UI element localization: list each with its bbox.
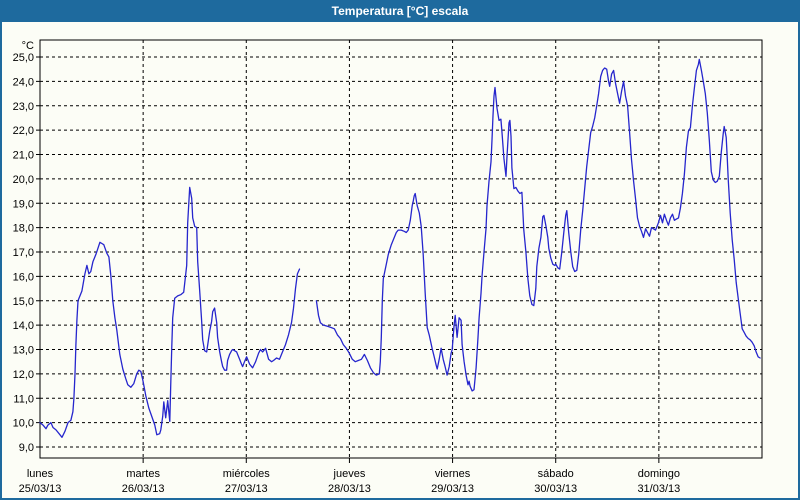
y-tick-label: 12,0	[13, 369, 34, 381]
y-tick-label: 18,0	[13, 223, 34, 235]
y-tick-label: 9,0	[19, 442, 34, 454]
y-tick-label: 21,0	[13, 150, 34, 162]
y-tick-label: 19,0	[13, 198, 34, 210]
x-day-name-label: miércoles	[223, 468, 271, 480]
x-day-date-label: 31/03/13	[637, 483, 680, 495]
y-tick-label: 11,0	[13, 393, 34, 405]
x-day-name-label: viernes	[435, 468, 471, 480]
x-day-name-label: domingo	[638, 468, 680, 480]
x-day-date-label: 27/03/13	[225, 483, 268, 495]
temperature-line	[39, 186, 301, 438]
y-tick-label: 16,0	[13, 271, 34, 283]
x-day-date-label: 30/03/13	[534, 483, 577, 495]
x-day-name-label: martes	[126, 468, 160, 480]
window-title: Temperatura [°C] escala	[331, 4, 469, 18]
x-day-name-label: sábado	[538, 468, 574, 480]
y-tick-label: 24,0	[13, 76, 34, 88]
y-tick-label: 15,0	[13, 296, 34, 308]
y-tick-label: 22,0	[13, 125, 34, 137]
y-tick-label: 14,0	[13, 320, 34, 332]
y-tick-label: 17,0	[13, 247, 34, 259]
y-tick-label: 13,0	[13, 345, 34, 357]
y-tick-label: 23,0	[13, 101, 34, 113]
y-axis-unit-label: °C	[22, 40, 34, 52]
plot-border	[39, 39, 763, 459]
x-day-date-label: 29/03/13	[431, 483, 474, 495]
x-day-name-label: lunes	[27, 468, 54, 480]
y-tick-label: 25,0	[13, 52, 34, 64]
y-tick-label: 20,0	[13, 174, 34, 186]
temperature-line	[315, 58, 761, 392]
y-tick-label: 10,0	[13, 418, 34, 430]
x-day-date-label: 25/03/13	[19, 483, 62, 495]
x-day-date-label: 26/03/13	[122, 483, 165, 495]
window-titlebar: Temperatura [°C] escala	[0, 0, 800, 22]
x-day-name-label: jueves	[333, 468, 366, 480]
x-day-date-label: 28/03/13	[328, 483, 371, 495]
